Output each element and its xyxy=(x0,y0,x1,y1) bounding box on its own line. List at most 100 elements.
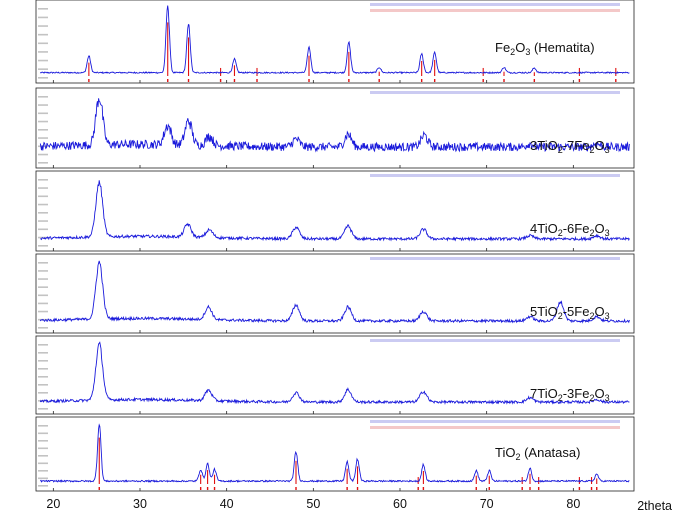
y-tick-mark xyxy=(38,228,48,231)
y-tick-mark xyxy=(38,462,48,465)
panel-header-strip xyxy=(370,174,620,177)
panel-frame xyxy=(35,0,635,84)
y-tick-mark xyxy=(38,59,48,62)
x-tick-label: 30 xyxy=(133,497,147,511)
y-tick-mark xyxy=(38,96,48,98)
y-tick-mark xyxy=(38,68,48,70)
panel-label: Fe2O3 (Hematita) xyxy=(495,40,595,57)
panel-label: TiO2 (Anatasa) xyxy=(495,445,580,462)
reference-marker xyxy=(256,79,258,82)
y-tick-mark xyxy=(38,470,48,472)
x-tick-label: 80 xyxy=(566,497,580,511)
x-tick-label: 70 xyxy=(480,497,494,511)
y-tick-mark xyxy=(38,327,48,329)
reference-marker xyxy=(482,79,484,82)
reference-marker xyxy=(590,487,593,490)
reference-marker xyxy=(348,79,350,82)
y-tick-mark xyxy=(38,485,48,487)
y-tick-mark xyxy=(38,112,48,115)
x-tick-label: 60 xyxy=(393,497,407,511)
y-tick-mark xyxy=(38,220,48,222)
reference-marker xyxy=(529,487,531,490)
panel-frame xyxy=(35,416,635,492)
x-tick-label: 40 xyxy=(220,497,234,511)
y-tick-mark xyxy=(38,137,48,139)
reference-marker xyxy=(488,487,490,490)
reference-marker xyxy=(475,487,477,490)
y-tick-mark xyxy=(38,153,48,156)
reference-marker xyxy=(213,487,216,490)
reference-marker xyxy=(596,487,598,490)
y-tick-mark xyxy=(38,162,48,164)
panel-header-strip xyxy=(370,339,620,342)
y-tick-mark xyxy=(38,344,48,346)
reference-marker xyxy=(199,487,202,490)
y-tick-mark xyxy=(38,384,48,386)
y-tick-mark xyxy=(38,286,48,288)
y-tick-mark xyxy=(38,302,48,305)
panel-label: 7TiO2-3Fe2O3 xyxy=(530,386,610,403)
reference-marker xyxy=(295,487,297,490)
y-tick-mark xyxy=(38,42,48,45)
y-tick-mark xyxy=(38,262,48,264)
y-tick-mark xyxy=(38,447,48,450)
panel-frame xyxy=(35,87,635,169)
y-tick-mark xyxy=(38,477,48,480)
panel-1: Fe2O3 (Hematita) xyxy=(35,0,635,84)
reference-marker xyxy=(420,79,423,82)
panel-4: 5TiO2-5Fe2O3 xyxy=(35,253,635,334)
y-tick-mark xyxy=(38,187,48,189)
y-tick-mark xyxy=(38,294,48,297)
reference-marker xyxy=(98,487,100,490)
series-line xyxy=(39,260,630,324)
y-tick-mark xyxy=(38,376,48,378)
y-tick-mark xyxy=(38,270,48,272)
panel-header-strip xyxy=(370,3,620,12)
panel-2: 3TiO2-7Fe2O3 xyxy=(35,87,635,169)
y-tick-mark xyxy=(38,368,48,370)
y-tick-mark xyxy=(38,203,48,206)
reference-marker xyxy=(346,487,348,490)
y-tick-mark xyxy=(38,8,48,10)
reference-marker xyxy=(308,79,310,82)
panel-label: 3TiO2-7Fe2O3 xyxy=(530,138,610,155)
panel-frame xyxy=(35,335,635,415)
y-tick-mark xyxy=(38,392,48,394)
y-tick-mark xyxy=(38,212,48,214)
reference-marker xyxy=(206,487,209,490)
series-line xyxy=(40,423,630,483)
reference-marker xyxy=(219,79,222,82)
panel-header-strip xyxy=(370,91,620,94)
panel-header-strip xyxy=(370,257,620,260)
panel-6: TiO2 (Anatasa) xyxy=(35,416,635,492)
y-tick-mark xyxy=(38,179,48,181)
x-axis: 20 30 40 50 60 70 80 2theta xyxy=(46,497,672,513)
y-tick-mark xyxy=(38,352,48,354)
x-axis-label: 2theta xyxy=(637,499,672,513)
y-tick-mark xyxy=(38,432,48,435)
panel-label: 4TiO2-6Fe2O3 xyxy=(530,221,610,238)
panel-5: 7TiO2-3Fe2O3 xyxy=(35,335,635,415)
y-tick-mark xyxy=(38,425,48,427)
y-tick-mark xyxy=(38,408,48,410)
x-tick-label: 50 xyxy=(306,497,320,511)
y-tick-mark xyxy=(38,195,48,198)
y-tick-mark xyxy=(38,33,48,36)
reference-marker xyxy=(422,487,425,490)
y-tick-mark xyxy=(38,104,48,106)
reference-marker xyxy=(433,79,436,82)
reference-marker xyxy=(537,487,540,490)
series-line xyxy=(39,341,630,406)
reference-marker xyxy=(187,79,190,82)
series-line xyxy=(39,98,630,153)
reference-marker xyxy=(378,79,380,82)
y-tick-mark xyxy=(38,120,48,123)
y-tick-mark xyxy=(38,360,48,362)
reference-marker xyxy=(417,487,419,490)
reference-marker xyxy=(88,79,90,82)
reference-marker xyxy=(578,487,581,490)
reference-marker xyxy=(503,79,505,82)
y-tick-mark xyxy=(38,245,48,247)
reference-marker xyxy=(167,79,169,82)
